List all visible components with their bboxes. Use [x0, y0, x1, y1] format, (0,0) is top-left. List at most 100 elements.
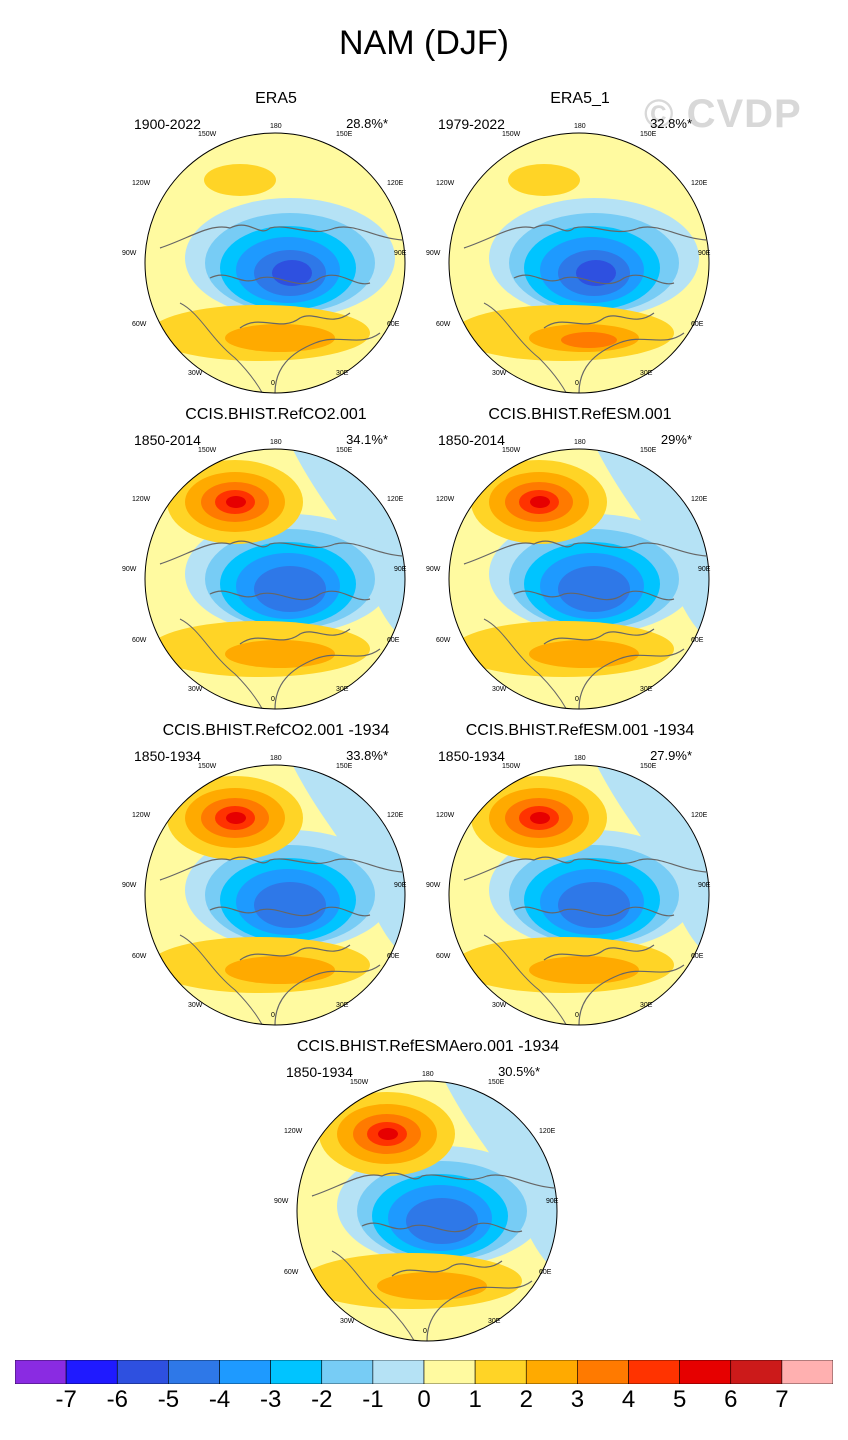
longitude-label: 60W: [284, 1269, 299, 1276]
colorbar-label: 1: [468, 1386, 482, 1413]
colorbar-label: 6: [724, 1386, 738, 1413]
panel-period: 1900-2022: [134, 116, 201, 132]
panel-percent: 33.8%*: [346, 748, 388, 763]
longitude-label: 90W: [426, 882, 441, 889]
colorbar-swatch: [65, 1360, 118, 1384]
longitude-label: 120E: [691, 496, 708, 503]
longitude-label: 120W: [132, 812, 151, 819]
longitude-label: 60E: [691, 321, 704, 328]
panel-period: 1850-1934: [286, 1064, 353, 1080]
longitude-label: 150E: [336, 131, 353, 138]
longitude-label: 120E: [387, 812, 404, 819]
colorbar-swatch: [577, 1360, 629, 1384]
polar-map: [144, 764, 406, 1026]
longitude-label: 30E: [488, 1318, 501, 1325]
longitude-label: 30W: [340, 1318, 355, 1325]
panel-percent: 34.1%*: [346, 432, 388, 447]
colorbar-label: -7: [55, 1386, 77, 1413]
longitude-label: 0: [575, 696, 579, 703]
colorbar-label: -3: [259, 1386, 282, 1413]
colorbar-label: -4: [208, 1386, 231, 1413]
colorbar-swatch: [423, 1360, 476, 1384]
longitude-label: 120E: [539, 1128, 556, 1135]
longitude-label: 150E: [640, 447, 657, 454]
longitude-label: 0: [271, 1012, 275, 1019]
colorbar-label: 7: [775, 1386, 789, 1413]
colorbar-swatch: [679, 1360, 732, 1384]
longitude-label: 60W: [132, 321, 147, 328]
map-panel: CCIS.BHIST.RefCO2.001 1850-2014 34.1%* 180 1…: [122, 406, 426, 716]
panel-period: 1850-1934: [438, 748, 505, 764]
longitude-label: 30E: [640, 686, 653, 693]
longitude-label: 180: [422, 1071, 434, 1078]
longitude-label: 60W: [132, 953, 147, 960]
longitude-label: 150E: [336, 447, 353, 454]
panel-percent: 29%*: [660, 432, 692, 447]
map-panel: ERA5 1900-2022 28.8%* 180 150W 150E 120W 120E 90…: [122, 90, 426, 400]
longitude-label: 90E: [394, 882, 407, 889]
longitude-label: 150E: [488, 1079, 505, 1086]
colorbar-swatch: [628, 1360, 680, 1384]
longitude-label: 120W: [436, 496, 455, 503]
colorbar-swatch: [781, 1360, 833, 1384]
longitude-label: 150W: [198, 763, 217, 770]
longitude-label: 90W: [426, 566, 441, 573]
colorbar-label: 3: [570, 1386, 585, 1413]
polar-map: [448, 132, 710, 394]
colorbar-label: -1: [362, 1386, 384, 1413]
longitude-label: 60W: [436, 953, 451, 960]
map-panel: CCIS.BHIST.RefCO2.001 -1934 1850-1934 33.8…: [122, 722, 426, 1032]
polar-map: [448, 764, 710, 1026]
polar-map: [144, 448, 406, 710]
panel-title: CCIS.BHIST.RefCO2.001: [185, 406, 367, 423]
panel-title: ERA5: [255, 90, 297, 107]
longitude-label: 30W: [188, 370, 203, 377]
longitude-label: 90W: [122, 250, 137, 257]
longitude-label: 90E: [698, 566, 711, 573]
longitude-label: 150W: [350, 1079, 369, 1086]
panel-title: ERA5_1: [550, 90, 610, 107]
panel-period: 1850-1934: [134, 748, 201, 764]
longitude-label: 180: [270, 755, 282, 762]
map-panel: CCIS.BHIST.RefESM.001 -1934 1850-1934 27.9…: [426, 722, 730, 1032]
longitude-label: 30E: [336, 370, 349, 377]
longitude-label: 30E: [640, 370, 653, 377]
colorbar-swatch: [168, 1360, 220, 1384]
longitude-label: 180: [270, 439, 282, 446]
panel-title: CCIS.BHIST.RefESM.001: [488, 406, 672, 423]
longitude-label: 150E: [640, 131, 657, 138]
longitude-label: 0: [271, 696, 275, 703]
map-panel: CCIS.BHIST.RefESMAero.001 -1934 1850-1934…: [274, 1038, 578, 1348]
longitude-label: 30W: [188, 1002, 203, 1009]
colorbar-swatch: [15, 1360, 67, 1384]
longitude-label: 90W: [426, 250, 441, 257]
longitude-label: 120W: [284, 1128, 303, 1135]
polar-map: [448, 448, 710, 710]
longitude-label: 120W: [436, 812, 455, 819]
panel-period: 1979-2022: [438, 116, 505, 132]
longitude-label: 120E: [691, 180, 708, 187]
colorbar-label: -2: [311, 1386, 333, 1413]
longitude-label: 120E: [387, 496, 404, 503]
colorbar-label: 0: [417, 1386, 431, 1413]
longitude-label: 30W: [492, 686, 507, 693]
colorbar-label: -5: [157, 1386, 180, 1413]
longitude-label: 120W: [436, 180, 455, 187]
longitude-label: 150E: [336, 763, 353, 770]
longitude-label: 30W: [492, 1002, 507, 1009]
longitude-label: 60E: [691, 953, 704, 960]
panel-period: 1850-2014: [134, 432, 201, 448]
colorbar-label: 4: [621, 1386, 636, 1413]
panel-period: 1850-2014: [438, 432, 505, 448]
longitude-label: 60E: [387, 953, 400, 960]
colorbar-swatch: [372, 1360, 425, 1384]
longitude-label: 60W: [132, 637, 147, 644]
longitude-label: 0: [575, 1012, 579, 1019]
longitude-label: 90E: [394, 566, 407, 573]
longitude-label: 90E: [546, 1198, 559, 1205]
longitude-label: 0: [271, 380, 275, 387]
longitude-label: 60W: [436, 321, 451, 328]
polar-map: [144, 132, 406, 394]
longitude-label: 150W: [198, 447, 217, 454]
longitude-label: 30E: [336, 686, 349, 693]
